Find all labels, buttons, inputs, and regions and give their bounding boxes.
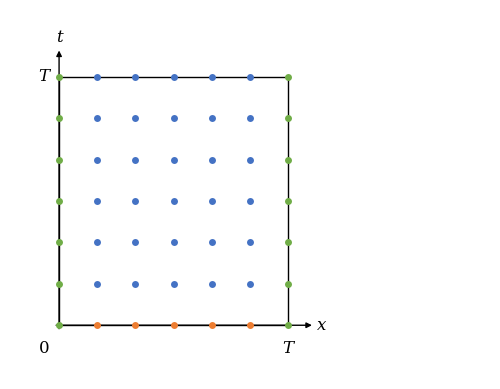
Point [208,239,216,245]
Point [208,322,216,328]
Point [170,322,177,328]
Text: T: T [38,68,50,85]
Text: t: t [56,29,62,46]
Point [132,198,140,204]
Point [208,198,216,204]
Point [132,156,140,163]
Point [93,239,101,245]
Point [93,115,101,121]
Point [284,74,292,80]
Point [55,156,63,163]
Point [55,281,63,287]
Point [246,322,254,328]
Point [208,281,216,287]
Point [93,74,101,80]
Point [246,74,254,80]
Point [170,198,177,204]
Point [55,115,63,121]
Point [208,156,216,163]
Point [246,115,254,121]
Point [170,239,177,245]
Point [93,281,101,287]
Point [55,322,63,328]
Point [284,115,292,121]
Point [132,322,140,328]
Point [93,198,101,204]
Point [93,322,101,328]
Point [246,239,254,245]
Point [170,74,177,80]
Point [284,156,292,163]
Point [55,239,63,245]
Point [132,74,140,80]
Point [170,156,177,163]
Point [132,239,140,245]
Point [246,198,254,204]
Point [246,156,254,163]
Point [132,115,140,121]
Point [284,198,292,204]
Point [208,74,216,80]
Point [93,156,101,163]
Point [170,115,177,121]
Point [284,239,292,245]
Point [208,115,216,121]
Text: T: T [282,340,294,357]
Point [55,74,63,80]
Point [284,281,292,287]
Point [170,281,177,287]
Text: x: x [316,317,326,334]
Point [132,281,140,287]
Point [284,322,292,328]
Point [55,198,63,204]
Point [246,281,254,287]
Text: 0: 0 [39,340,50,357]
